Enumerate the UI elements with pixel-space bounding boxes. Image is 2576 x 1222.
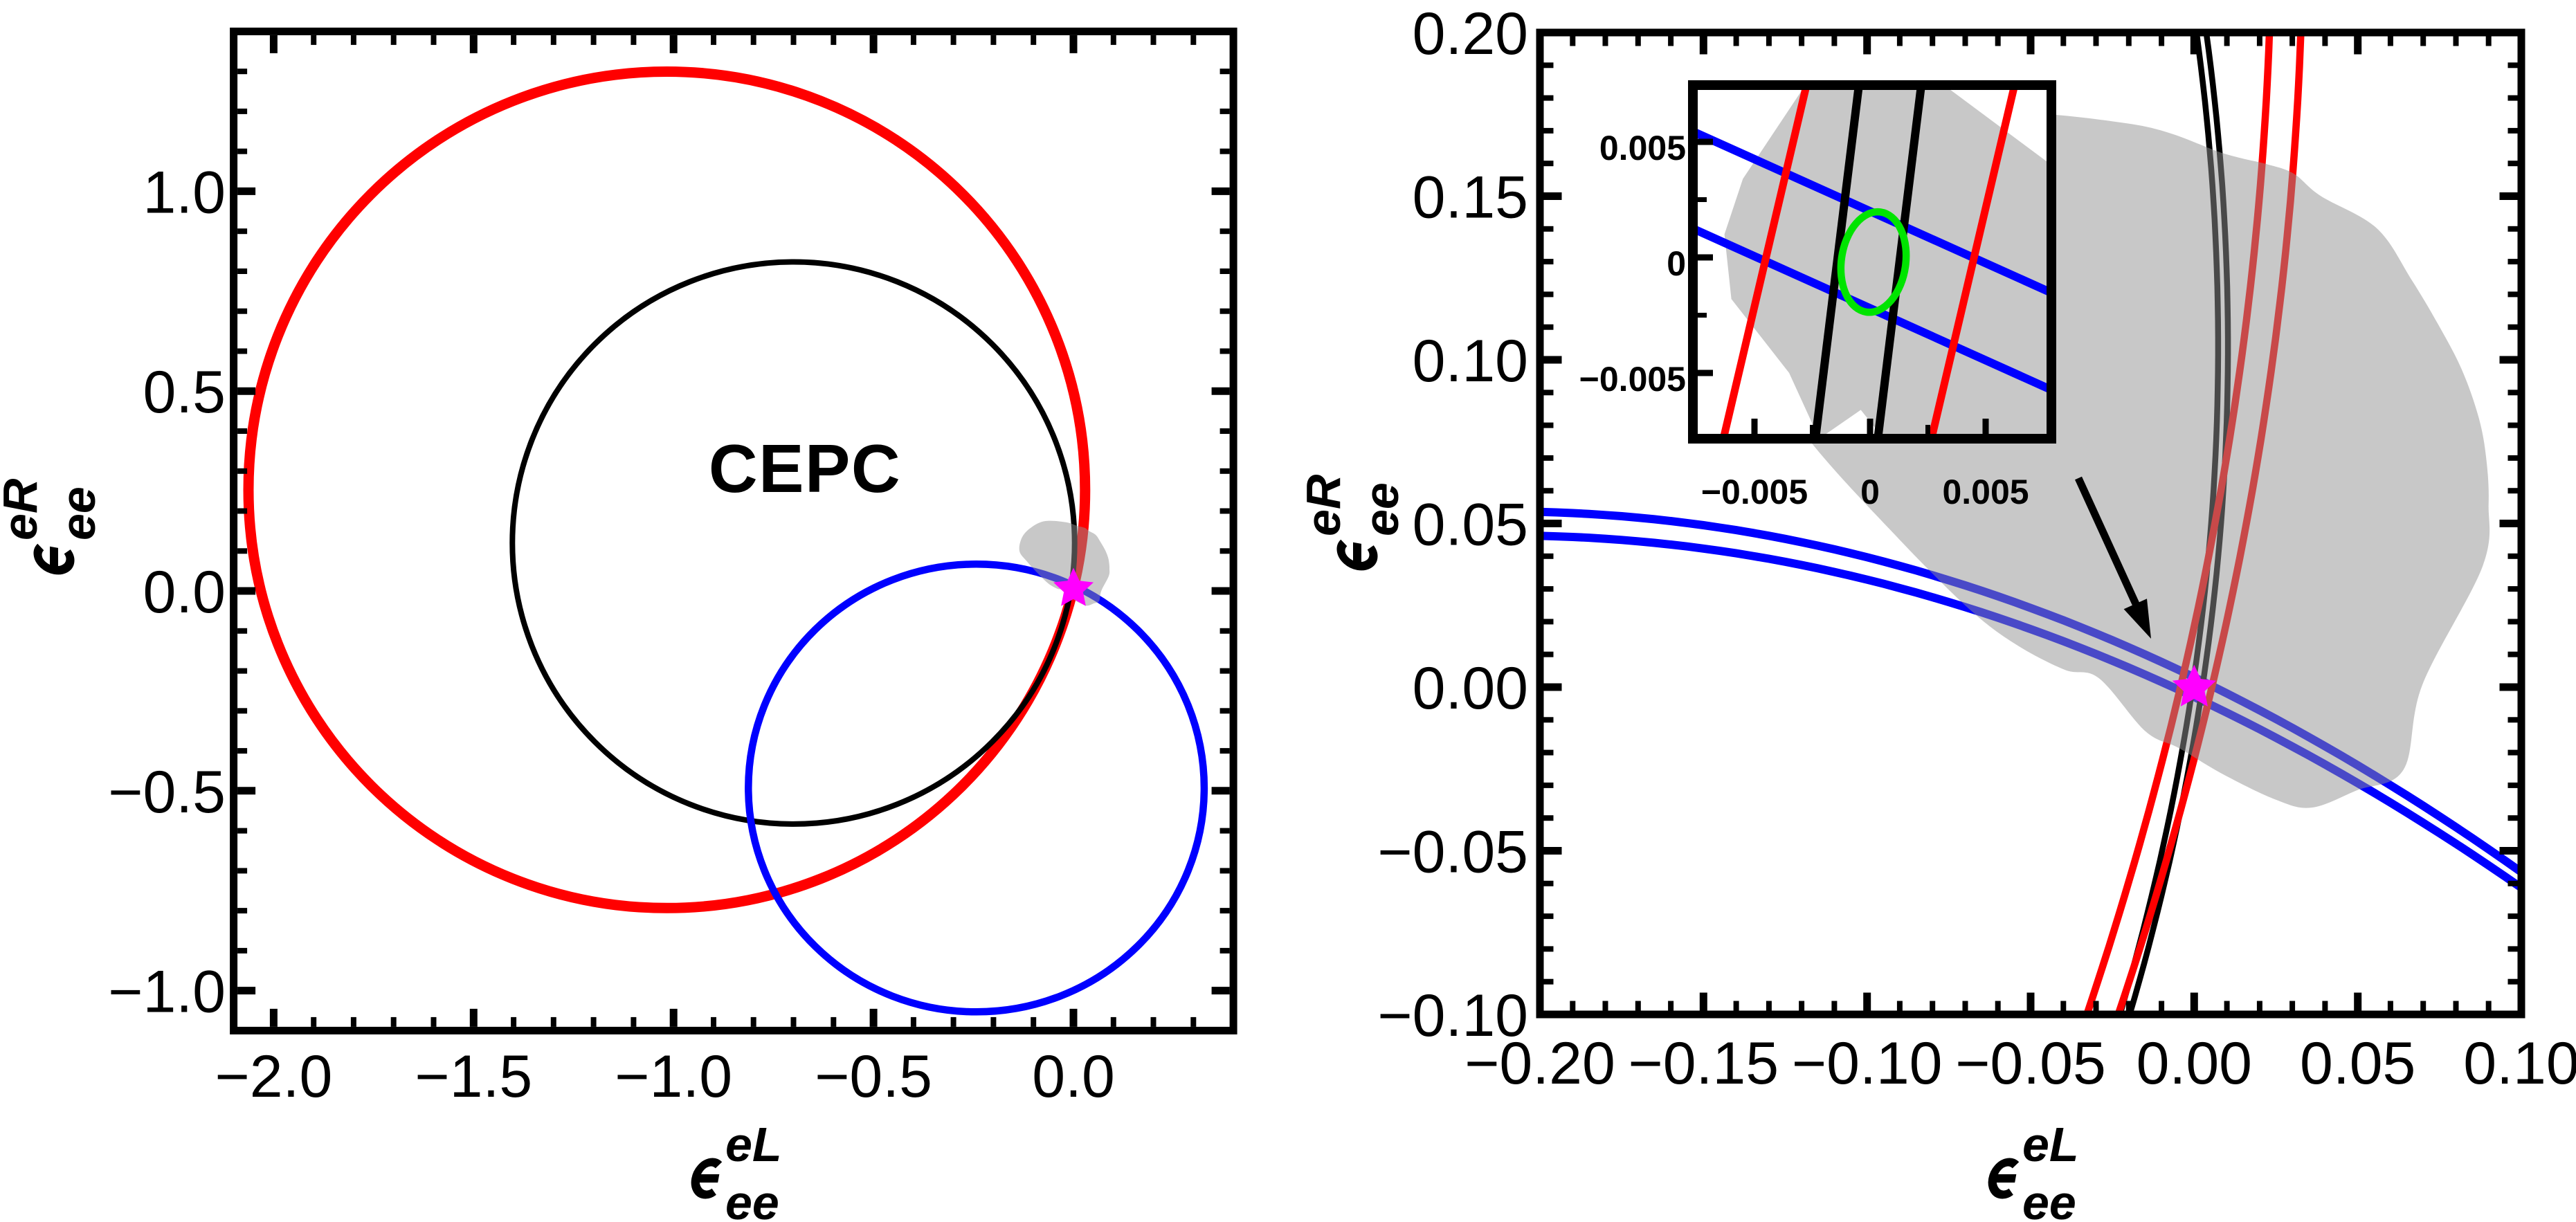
svg-text:CEPC: CEPC: [709, 430, 901, 507]
svg-text:0.00: 0.00: [1413, 655, 1528, 722]
svg-text:0.00: 0.00: [2137, 1030, 2252, 1097]
svg-text:0.0: 0.0: [1032, 1043, 1115, 1110]
svg-text:0.10: 0.10: [2463, 1030, 2576, 1097]
svg-text:−0.5: −0.5: [815, 1043, 932, 1110]
svg-text:1.0: 1.0: [143, 159, 226, 226]
svg-text:0.20: 0.20: [1413, 1, 1528, 67]
svg-text:0.005: 0.005: [1599, 129, 1686, 167]
svg-text:−1.0: −1.0: [108, 959, 226, 1025]
svg-text:eR: eR: [1296, 474, 1350, 536]
svg-text:ee: ee: [2022, 1176, 2076, 1222]
svg-text:eL: eL: [2022, 1118, 2079, 1171]
svg-text:0: 0: [1667, 244, 1686, 283]
svg-text:−1.5: −1.5: [415, 1043, 532, 1110]
svg-text:−1.0: −1.0: [615, 1043, 732, 1110]
svg-text:−2.0: −2.0: [215, 1043, 333, 1110]
svg-text:eL: eL: [725, 1118, 782, 1171]
svg-text:−0.10: −0.10: [1377, 983, 1528, 1049]
svg-text:0.05: 0.05: [1413, 492, 1528, 558]
svg-text:0.0: 0.0: [143, 559, 226, 626]
svg-text:0.10: 0.10: [1413, 328, 1528, 394]
svg-text:0.005: 0.005: [1942, 473, 2029, 511]
svg-text:−0.5: −0.5: [108, 759, 226, 826]
svg-text:−0.10: −0.10: [1792, 1030, 1943, 1097]
svg-text:−0.005: −0.005: [1701, 473, 1808, 511]
svg-text:−0.20: −0.20: [1464, 1030, 1615, 1097]
svg-text:0.15: 0.15: [1413, 165, 1528, 231]
svg-text:ee: ee: [1354, 482, 1408, 536]
svg-text:−0.05: −0.05: [1377, 819, 1528, 886]
svg-text:0.5: 0.5: [143, 359, 226, 426]
svg-text:−0.005: −0.005: [1579, 360, 1686, 399]
svg-text:0.05: 0.05: [2300, 1030, 2415, 1097]
svg-text:−0.15: −0.15: [1628, 1030, 1779, 1097]
svg-text:ee: ee: [51, 486, 105, 540]
svg-text:−0.05: −0.05: [1955, 1030, 2106, 1097]
svg-text:0: 0: [1860, 473, 1880, 511]
svg-text:ee: ee: [725, 1176, 779, 1222]
svg-text:eR: eR: [0, 478, 47, 540]
